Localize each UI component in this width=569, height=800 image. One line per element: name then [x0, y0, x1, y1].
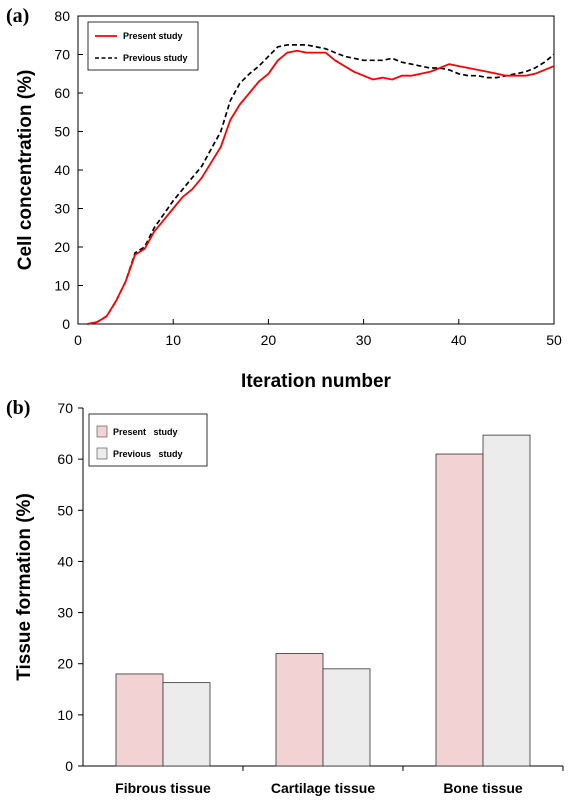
y-tick-label: 40 — [54, 162, 70, 178]
line-chart-panel: (a) 0 10 20 30 40 50 60 70 80 0 10 20 30 40 50 Cell c… — [6, 5, 562, 392]
legend-swatch-previous-b — [96, 447, 108, 460]
y-tick-label: 50 — [57, 502, 73, 518]
y-tick-label: 70 — [57, 400, 73, 416]
y-tick-label: 30 — [57, 605, 73, 621]
panel-a-label: (a) — [6, 5, 29, 27]
x-tick-label: 10 — [165, 332, 181, 348]
bar-previous — [482, 434, 531, 767]
y-tick-label: 20 — [57, 656, 73, 672]
bars-b — [115, 434, 531, 767]
y-tick-label: 0 — [62, 316, 70, 332]
x-tick-label: 50 — [546, 332, 562, 348]
legend-swatch-present-b — [96, 425, 108, 438]
bar-chart-panel: (b) 0 10 20 30 40 50 60 70 Fibrous tissue Cartil… — [6, 397, 564, 796]
legend-label-present-a: Present study — [123, 31, 183, 41]
y-tick-label: 30 — [54, 201, 70, 217]
legend-label-previous-a: Previous study — [123, 53, 188, 63]
y-tick-label: 60 — [57, 451, 73, 467]
x-axis-b: Fibrous tissue Cartilage tissue Bone tissu… — [115, 766, 564, 796]
x-axis-a: 0 10 20 30 40 50 — [74, 319, 562, 348]
x-axis-label-a: Iteration number — [241, 371, 392, 392]
legend-box-b — [88, 413, 208, 467]
y-axis-a: 0 10 20 30 40 50 60 70 80 — [54, 8, 83, 332]
category-label: Fibrous tissue — [115, 780, 211, 796]
panel-b-label: (b) — [6, 397, 30, 419]
bar-previous — [162, 682, 211, 767]
y-tick-label: 50 — [54, 124, 70, 140]
series-line-present — [87, 49, 555, 325]
x-tick-label: 40 — [451, 332, 467, 348]
y-tick-label: 20 — [54, 239, 70, 255]
category-label: Cartilage tissue — [271, 780, 375, 796]
y-axis-label-a: Cell concentration (%) — [15, 70, 36, 271]
legend-box-a — [87, 21, 199, 71]
y-tick-label: 40 — [57, 553, 73, 569]
legend-label-present-b: Present study — [113, 427, 178, 437]
series-line-previous — [87, 44, 555, 325]
bar-present — [115, 673, 164, 767]
legend-b: Present study Previous study — [88, 413, 208, 467]
series-lines-a — [87, 44, 555, 325]
y-tick-label: 0 — [65, 758, 73, 774]
category-label: Bone tissue — [443, 780, 523, 796]
legend-label-previous-b: Previous study — [113, 449, 183, 459]
legend-a: Present study Previous study — [87, 21, 199, 71]
y-tick-label: 80 — [54, 8, 70, 24]
y-tick-label: 10 — [54, 278, 70, 294]
y-tick-label: 10 — [57, 707, 73, 723]
x-tick-label: 0 — [74, 332, 82, 348]
x-tick-label: 20 — [261, 332, 277, 348]
x-tick-label: 30 — [356, 332, 372, 348]
y-axis-b: 0 10 20 30 40 50 60 70 — [57, 400, 83, 774]
bar-previous — [322, 668, 371, 767]
bar-present — [275, 653, 324, 767]
bar-present — [435, 453, 484, 767]
y-axis-label-b: Tissue formation (%) — [14, 493, 35, 681]
y-tick-label: 60 — [54, 85, 70, 101]
y-tick-label: 70 — [54, 47, 70, 63]
